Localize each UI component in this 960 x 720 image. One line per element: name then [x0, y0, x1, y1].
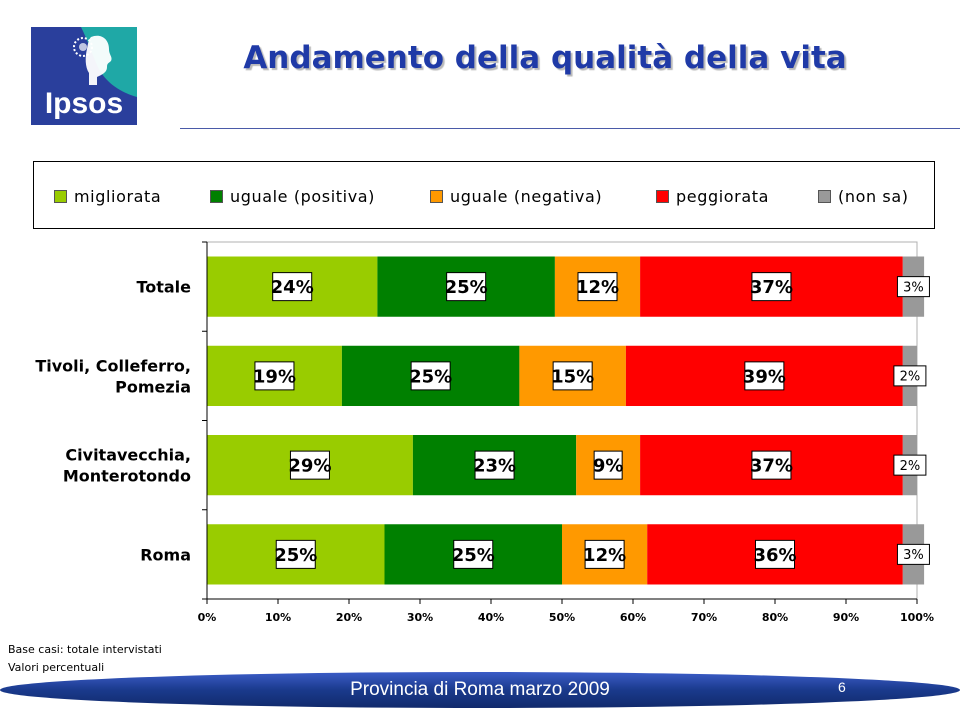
legend-swatch [54, 189, 67, 203]
legend-swatch [210, 189, 223, 203]
data-label: 39% [743, 366, 786, 387]
x-tick-label: 60% [620, 611, 646, 624]
data-label-box [751, 450, 792, 480]
x-tick-label: 10% [265, 611, 291, 624]
footnote-base: Base casi: totale intervistati [8, 643, 162, 656]
data-label-box [755, 539, 795, 569]
data-label: 12% [576, 277, 619, 298]
data-label: 29% [288, 456, 331, 477]
x-tick-label: 40% [478, 611, 504, 624]
legend-swatch [656, 189, 669, 203]
data-label: 37% [750, 456, 793, 477]
footer-bar [0, 672, 960, 708]
data-label-box [744, 361, 785, 391]
legend-item-uguale-positiva: uguale (positiva) [210, 186, 375, 206]
x-tick-label: 30% [407, 611, 433, 624]
x-tick-label: 0% [198, 611, 217, 624]
data-label: 15% [551, 366, 594, 387]
data-label-box [893, 365, 927, 387]
data-label-box [552, 361, 593, 391]
legend-label: peggiorata [676, 186, 770, 206]
page-title: Andamento della qualità della vita [243, 40, 847, 76]
legend-swatch [818, 189, 831, 203]
ipsos-logo: Ipsos [31, 27, 137, 125]
legend-label: uguale (negativa) [450, 186, 603, 206]
data-label: 25% [445, 277, 488, 298]
x-tick-label: 20% [336, 611, 362, 624]
data-label: 2% [900, 459, 921, 474]
data-label-box [446, 272, 487, 302]
chart-legend: migliorata uguale (positiva) uguale (neg… [33, 161, 935, 229]
data-label-box [896, 543, 930, 565]
footer-text: Provincia di Roma marzo 2009 [350, 679, 610, 700]
data-label: 25% [274, 545, 317, 566]
category-label: Monterotondo [63, 467, 191, 486]
x-tick-label: 50% [549, 611, 575, 624]
legend-item-non-sa: (non sa) [818, 186, 909, 206]
x-tick-label: 70% [691, 611, 717, 624]
data-label-box [593, 450, 623, 480]
data-label-box [453, 539, 494, 569]
category-label: Totale [136, 278, 191, 297]
data-label: 25% [409, 366, 452, 387]
legend-label: (non sa) [838, 186, 909, 206]
page-number: 6 [838, 679, 846, 695]
legend-item-peggiorata: peggiorata [656, 186, 769, 206]
legend-label: migliorata [74, 186, 162, 206]
category-label: Tivoli, Colleferro, [35, 356, 191, 375]
title-divider [180, 128, 960, 129]
data-label: 9% [593, 456, 624, 477]
data-label-box [254, 361, 295, 391]
x-tick-label: 90% [833, 611, 859, 624]
data-label: 12% [583, 545, 626, 566]
category-label: Roma [140, 545, 191, 564]
legend-item-migliorata: migliorata [54, 186, 161, 206]
legend-label: uguale (positiva) [230, 186, 376, 206]
data-label: 3% [903, 280, 924, 295]
data-label-box [289, 450, 330, 480]
data-label-box [751, 272, 792, 302]
data-label: 25% [452, 545, 495, 566]
data-label-box [474, 450, 515, 480]
category-label: Pomezia [115, 377, 191, 396]
data-label: 19% [253, 366, 296, 387]
legend-item-uguale-negativa: uguale (negativa) [430, 186, 602, 206]
data-label: 24% [271, 277, 314, 298]
logo-text: Ipsos [45, 87, 123, 120]
data-label-box [584, 539, 625, 569]
data-label-box [896, 276, 930, 298]
category-label: Civitavecchia, [65, 446, 191, 465]
legend-swatch [430, 189, 443, 203]
x-tick-label: 100% [900, 611, 934, 624]
data-label: 37% [750, 277, 793, 298]
data-label: 23% [473, 456, 516, 477]
data-label: 3% [903, 548, 924, 563]
data-label-box [275, 539, 316, 569]
data-label-box [410, 361, 451, 391]
data-label-box [893, 454, 927, 476]
x-tick-label: 80% [762, 611, 788, 624]
data-label: 2% [900, 370, 921, 385]
data-label-box [577, 272, 618, 302]
data-label-box [272, 272, 313, 302]
data-label: 36% [753, 545, 796, 566]
footnote-values: Valori percentuali [8, 661, 105, 674]
